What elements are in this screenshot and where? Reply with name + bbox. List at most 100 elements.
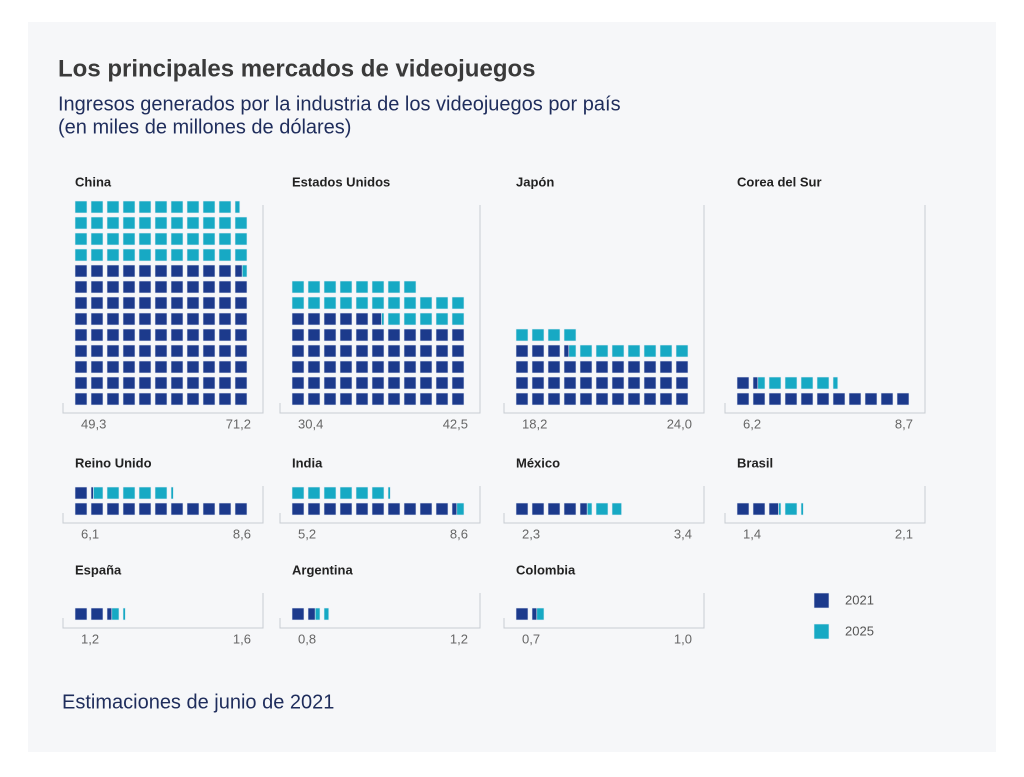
- waffle-square: [403, 360, 417, 374]
- waffle-square: [307, 312, 321, 326]
- waffle-square: [403, 296, 417, 310]
- waffle-square: [880, 392, 894, 406]
- waffle-square: [74, 248, 88, 262]
- country-name: México: [516, 455, 560, 470]
- waffle-square: [234, 376, 248, 390]
- country-name: India: [292, 455, 323, 470]
- waffle-square: [381, 312, 385, 326]
- waffle-square: [218, 344, 232, 358]
- waffle-square: [74, 344, 88, 358]
- waffle-square: [90, 392, 104, 406]
- waffle-square: [106, 328, 120, 342]
- waffle-square: [339, 280, 353, 294]
- waffle-square: [611, 344, 625, 358]
- waffle-square: [627, 360, 641, 374]
- waffle-square: [419, 344, 433, 358]
- waffle-square: [234, 502, 248, 516]
- value-label: 3,4: [674, 526, 692, 541]
- waffle-square: [736, 502, 750, 516]
- waffle-square: [419, 296, 433, 310]
- waffle-square: [218, 216, 232, 230]
- waffle-square: [170, 200, 184, 214]
- waffle-square: [419, 328, 433, 342]
- waffle-square: [106, 392, 120, 406]
- waffle-square: [314, 607, 321, 621]
- waffle-square: [154, 502, 168, 516]
- waffle-square: [218, 232, 232, 246]
- waffle-square: [138, 200, 152, 214]
- country-name: Japón: [516, 174, 554, 189]
- waffle-square: [355, 296, 369, 310]
- waffle-square: [371, 296, 385, 310]
- waffle-square: [339, 296, 353, 310]
- waffle-square: [138, 486, 152, 500]
- waffle-square: [122, 232, 136, 246]
- value-label: 8,7: [895, 416, 913, 431]
- waffle-square: [355, 328, 369, 342]
- country-name: Corea del Sur: [737, 174, 822, 189]
- value-label: 6,1: [81, 526, 99, 541]
- value-label: 42,5: [443, 416, 468, 431]
- waffle-square: [339, 360, 353, 374]
- bracket: [62, 205, 264, 414]
- waffle-square: [643, 360, 657, 374]
- value-label: 1,2: [81, 631, 99, 646]
- waffle-square: [154, 264, 168, 278]
- waffle-square: [816, 376, 830, 390]
- waffle-square: [848, 392, 862, 406]
- waffle-square: [307, 360, 321, 374]
- country-name: España: [75, 562, 122, 577]
- waffle-square: [323, 376, 337, 390]
- waffle-square: [170, 312, 184, 326]
- waffle-square: [675, 376, 689, 390]
- waffle-square: [186, 502, 200, 516]
- waffle-square: [186, 216, 200, 230]
- value-label: 1,2: [450, 631, 468, 646]
- legend-label: 2025: [845, 623, 874, 638]
- waffle-square: [122, 216, 136, 230]
- waffle-square: [323, 296, 337, 310]
- waffle-square: [371, 280, 385, 294]
- waffle-square: [451, 296, 465, 310]
- waffle-square: [90, 502, 104, 516]
- waffle-square: [202, 502, 216, 516]
- waffle-square: [90, 232, 104, 246]
- waffle-square: [291, 344, 305, 358]
- waffle-square: [307, 280, 321, 294]
- waffle-square: [90, 280, 104, 294]
- waffle-square: [586, 502, 593, 516]
- waffle-square: [595, 502, 609, 516]
- waffle-square: [768, 392, 782, 406]
- waffle-square: [419, 502, 433, 516]
- waffle-square: [371, 392, 385, 406]
- waffle-square: [536, 607, 545, 621]
- bracket: [724, 486, 926, 524]
- waffle-square: [323, 392, 337, 406]
- waffle-square: [323, 312, 337, 326]
- waffle-square: [515, 392, 529, 406]
- waffle-square: [234, 248, 248, 262]
- value-label: 2,1: [895, 526, 913, 541]
- waffle-square: [675, 360, 689, 374]
- waffle-square: [186, 328, 200, 342]
- waffle-square: [90, 607, 104, 621]
- bracket: [503, 205, 705, 414]
- waffle-square: [202, 232, 216, 246]
- waffle-square: [291, 328, 305, 342]
- waffle-square: [186, 296, 200, 310]
- waffle-square: [611, 360, 625, 374]
- waffle-square: [579, 344, 593, 358]
- waffle-square: [778, 502, 782, 516]
- waffle-square: [355, 280, 369, 294]
- waffle-square: [93, 486, 104, 500]
- waffle-square: [419, 312, 433, 326]
- waffle-square: [435, 360, 449, 374]
- waffle-square: [234, 200, 241, 214]
- waffle-square: [74, 360, 88, 374]
- waffle-square: [122, 248, 136, 262]
- note: Estimaciones de junio de 2021: [62, 691, 334, 713]
- waffle-square: [122, 296, 136, 310]
- waffle-square: [579, 360, 593, 374]
- subtitle: (en miles de millones de dólares): [58, 116, 351, 138]
- waffle-square: [106, 200, 120, 214]
